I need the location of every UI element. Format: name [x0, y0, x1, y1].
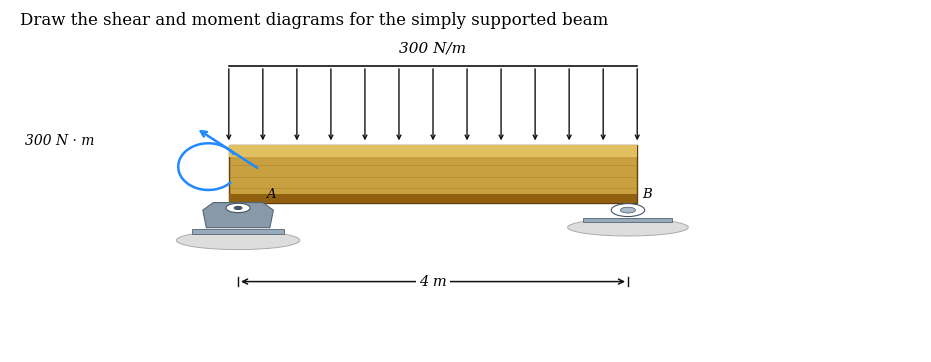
Bar: [229, 145, 637, 157]
Text: A: A: [266, 188, 276, 201]
Bar: [192, 230, 284, 234]
Text: 300 N/m: 300 N/m: [399, 41, 466, 55]
Circle shape: [226, 203, 250, 212]
Circle shape: [620, 207, 636, 213]
Polygon shape: [203, 203, 274, 228]
Ellipse shape: [176, 231, 300, 250]
Circle shape: [235, 206, 242, 209]
Text: B: B: [641, 188, 652, 201]
Text: 300 N · m: 300 N · m: [24, 135, 94, 148]
Circle shape: [612, 204, 644, 216]
Bar: [584, 218, 672, 222]
Ellipse shape: [568, 219, 688, 236]
Text: 4 m: 4 m: [419, 275, 447, 289]
Bar: [229, 194, 637, 203]
Text: Draw the shear and moment diagrams for the simply supported beam: Draw the shear and moment diagrams for t…: [20, 12, 608, 29]
Bar: [229, 145, 637, 203]
